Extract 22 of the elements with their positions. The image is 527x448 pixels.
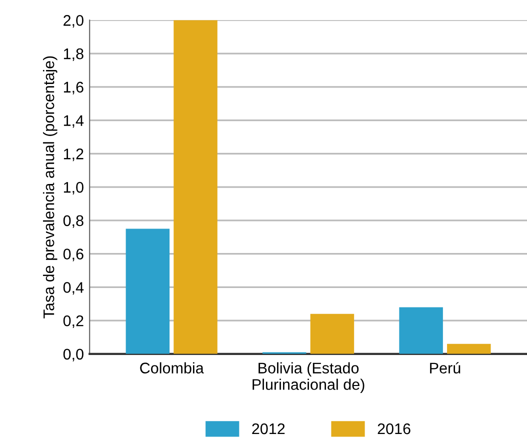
bar <box>174 20 218 354</box>
x-tick-label: Perú <box>430 362 460 374</box>
legend-label: 2016 <box>378 423 410 434</box>
y-tick-label: 1,0 <box>64 182 84 195</box>
y-tick-label: 2,0 <box>64 15 84 28</box>
legend-label: 2012 <box>252 423 285 434</box>
bar <box>310 314 354 354</box>
x-tick-label: Colombia <box>140 362 204 374</box>
y-tick-label: 1,8 <box>64 48 84 62</box>
y-tick-label: 0,4 <box>63 282 84 295</box>
y-axis-title: Tasa de prevalencia anual (porcentaje) <box>43 56 58 318</box>
bar <box>447 344 491 354</box>
bar <box>126 228 170 354</box>
y-tick-label: 1,2 <box>64 148 84 162</box>
y-tick-label: 0,6 <box>63 248 84 262</box>
y-tick-label: 1,4 <box>64 115 84 128</box>
y-tick-label: 0,0 <box>63 348 84 362</box>
y-tick-label: 0,2 <box>63 315 84 328</box>
x-tick-label: Bolivia (Estado Plurinacional de) <box>252 362 364 393</box>
y-tick-label: 1,6 <box>64 82 84 94</box>
y-tick-label: 0,8 <box>63 215 84 228</box>
bar <box>399 307 443 354</box>
